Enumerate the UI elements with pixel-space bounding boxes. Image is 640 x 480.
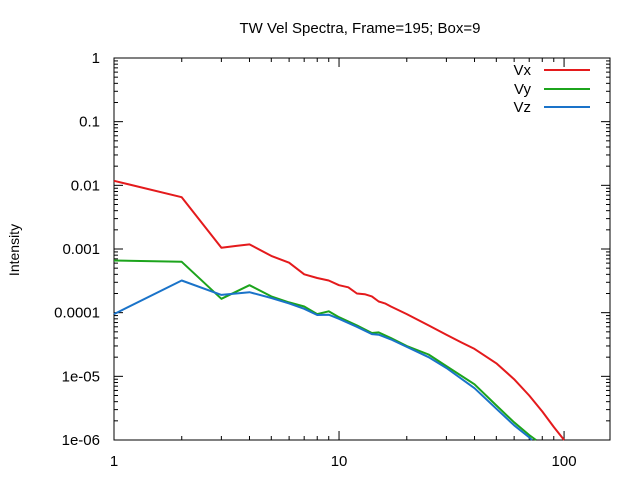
y-tick-label: 1 bbox=[92, 50, 100, 67]
series-layer bbox=[113, 179, 565, 441]
series-line-vy bbox=[113, 259, 537, 441]
axis-ticks: 1 0.1 0.01 0.001 0.0001 1e-05 1e-06 1 10 100 bbox=[54, 50, 610, 470]
y-tick-label: 0.1 bbox=[79, 114, 100, 131]
series-line-vz bbox=[113, 279, 533, 441]
series-line-vx bbox=[113, 179, 565, 441]
y-tick-label: 0.01 bbox=[71, 177, 100, 194]
y-tick-label: 0.0001 bbox=[54, 305, 100, 322]
x-tick-label: 1 bbox=[110, 453, 118, 470]
legend-label-vz: Vz bbox=[513, 99, 531, 116]
y-tick-label: 1e-05 bbox=[62, 368, 100, 385]
x-tick-label: 100 bbox=[552, 453, 577, 470]
plot-frame bbox=[113, 57, 611, 441]
y-tick-label: 0.001 bbox=[62, 241, 100, 258]
y-axis-label: Intensity bbox=[6, 224, 22, 276]
legend-label-vx: Vx bbox=[513, 62, 531, 79]
legend-label-vy: Vy bbox=[514, 81, 531, 98]
x-tick-label: 10 bbox=[331, 453, 348, 470]
chart-title: TW Vel Spectra, Frame=195; Box=9 bbox=[240, 20, 481, 37]
y-tick-label: 1e-06 bbox=[62, 432, 100, 449]
